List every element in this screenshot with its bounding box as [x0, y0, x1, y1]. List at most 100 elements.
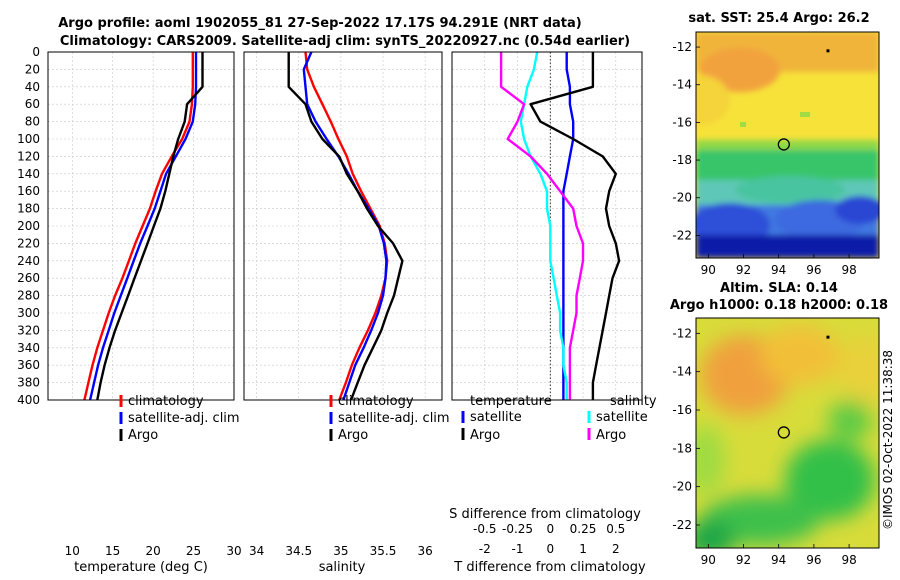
map-x-tick-label: 98 [841, 553, 856, 567]
temperature-axis-label: temperature (deg C) [74, 560, 208, 575]
x-tick-label: -2 [479, 542, 491, 556]
y-tick-label: 280 [17, 289, 40, 303]
s-difference-tick-labels: -0.5 -0.25 0 0.25 0.5 [473, 522, 625, 536]
y-tick-label: 100 [17, 132, 40, 146]
x-tick-label: 34 [249, 544, 264, 558]
map-y-tick-label: -22 [672, 518, 692, 532]
legend-label-s-argo: Argo [596, 428, 626, 443]
map-y-tick-label: -14 [672, 78, 692, 92]
legend-label-satellite-adj: satellite-adj. clim [338, 411, 450, 426]
x-tick-label: -1 [512, 542, 524, 556]
y-tick-label: 60 [25, 97, 40, 111]
map-x-tick-label: 90 [701, 263, 716, 277]
series-line-temperature-argo [529, 52, 621, 400]
temperature-legend: climatology satellite-adj. clim Argo [119, 394, 240, 443]
station-marker [826, 335, 830, 339]
legend-heading-salinity: salinity [610, 394, 657, 409]
x-tick-label: 0 [546, 542, 554, 556]
legend-label-s-satellite: satellite [596, 410, 648, 425]
x-tick-label: 30 [226, 544, 241, 558]
x-tick-label: 35 [333, 544, 348, 558]
x-tick-label: 15 [105, 544, 120, 558]
series-line-argo [96, 52, 204, 400]
t-difference-axis-label: T difference from climatology [453, 560, 646, 575]
series-line-salinity-argo [499, 52, 585, 400]
map-y-tick-label: -12 [672, 326, 692, 340]
s-tick-label: 0.5 [606, 522, 625, 536]
salinity-axis-label: salinity [319, 560, 366, 575]
s-tick-label: 0.25 [570, 522, 597, 536]
map-y-tick-label: -20 [672, 480, 692, 494]
x-tick-label: 10 [65, 544, 80, 558]
salinity-tick-labels: 34 34.5 35 35.5 36 [249, 544, 433, 558]
salinity-axes-frame [243, 51, 443, 401]
legend-label-argo: Argo [338, 428, 368, 443]
y-tick-label: 400 [17, 393, 40, 407]
temperature-panel: 0 20 40 60 80 100 120 140 160 180 200 220 240 260 280 3… [17, 45, 242, 575]
y-tick-label: 120 [17, 149, 40, 163]
legend-label-climatology: climatology [128, 394, 204, 409]
sst-heatmap-field [696, 32, 879, 258]
y-tick-label: 80 [25, 115, 40, 129]
salinity-panel: 34 34.5 35 35.5 36 salinity climatology sate… [243, 51, 450, 575]
x-tick-label: 35.5 [370, 544, 397, 558]
depth-tick-labels: 0 20 40 60 80 100 120 140 160 180 200 220 240 260 280 3… [17, 45, 40, 407]
sla-map: Altim. SLA: 0.14 Argo h1000: 0.18 h2000:… [670, 281, 888, 567]
sst-map: sat. SST: 25.4 Argo: 26.2 90 92 94 96 98-1 [672, 11, 880, 277]
sla-map-title-line2: Argo h1000: 0.18 h2000: 0.18 [670, 298, 888, 313]
y-tick-label: 220 [17, 236, 40, 250]
x-tick-label: 34.5 [285, 544, 312, 558]
map-y-tick-label: -16 [672, 115, 692, 129]
s-difference-axis-label: S difference from climatology [449, 507, 641, 522]
y-tick-label: 380 [17, 376, 40, 390]
y-tick-label: 260 [17, 271, 40, 285]
y-tick-label: 200 [17, 219, 40, 233]
difference-panel: -2 -1 0 1 2 -0.5 -0.25 0 0.25 0.5 S difference f… [449, 51, 657, 575]
sst-map-tick-labels: 90 92 94 96 98 -12 -14 -16 -18 -20 -22 [672, 40, 856, 277]
map-x-tick-label: 90 [701, 553, 716, 567]
s-tick-label: -0.25 [502, 522, 533, 536]
sla-map-frame [695, 317, 880, 549]
sla-map-title-line1: Altim. SLA: 0.14 [720, 281, 838, 296]
x-tick-label: 20 [145, 544, 160, 558]
map-x-tick-label: 98 [841, 263, 856, 277]
series-line-argo [287, 52, 404, 400]
station-marker [826, 49, 830, 53]
y-tick-label: 300 [17, 306, 40, 320]
map-y-tick-label: -22 [672, 228, 692, 242]
difference-lines [499, 52, 621, 400]
sst-map-frame [695, 31, 880, 259]
map-y-tick-label: -18 [672, 441, 692, 455]
map-x-tick-label: 94 [771, 553, 786, 567]
y-tick-label: 240 [17, 254, 40, 268]
argo-float-marker [777, 426, 790, 439]
temperature-lines [83, 52, 204, 400]
s-tick-label: -0.5 [473, 522, 496, 536]
series-line-climatology [83, 52, 195, 400]
map-y-tick-label: -16 [672, 403, 692, 417]
t-difference-tick-labels: -2 -1 0 1 2 [479, 542, 620, 556]
map-x-tick-label: 94 [771, 263, 786, 277]
y-tick-label: 320 [17, 323, 40, 337]
map-x-tick-label: 92 [736, 553, 751, 567]
x-tick-label: 36 [418, 544, 433, 558]
map-y-tick-label: -14 [672, 365, 692, 379]
y-tick-label: 0 [32, 45, 40, 59]
salinity-lines [287, 52, 404, 400]
legend-label-argo: Argo [128, 428, 158, 443]
map-x-tick-label: 96 [806, 553, 821, 567]
difference-legend-temperature: temperature satellite Argo [461, 394, 552, 443]
legend-label-t-satellite: satellite [470, 410, 522, 425]
difference-legend-salinity: salinity satellite Argo [587, 394, 657, 443]
x-tick-label: 25 [186, 544, 201, 558]
legend-heading-temperature: temperature [470, 394, 552, 409]
difference-axes-frame [451, 51, 643, 401]
figure-title-line1: Argo profile: aoml 1902055_81 27-Sep-202… [58, 16, 582, 31]
temperature-tick-labels: 10 15 20 25 30 [65, 544, 242, 558]
y-tick-label: 180 [17, 202, 40, 216]
s-tick-label: 0 [546, 522, 554, 536]
series-line-satellite-adj-clim [88, 52, 198, 400]
timestamp-stamp: ©IMOS 02-Oct-2022 11:38:38 [881, 350, 895, 530]
figure-title-line2: Climatology: CARS2009. Satellite-adj cli… [60, 34, 630, 49]
y-tick-label: 140 [17, 167, 40, 181]
